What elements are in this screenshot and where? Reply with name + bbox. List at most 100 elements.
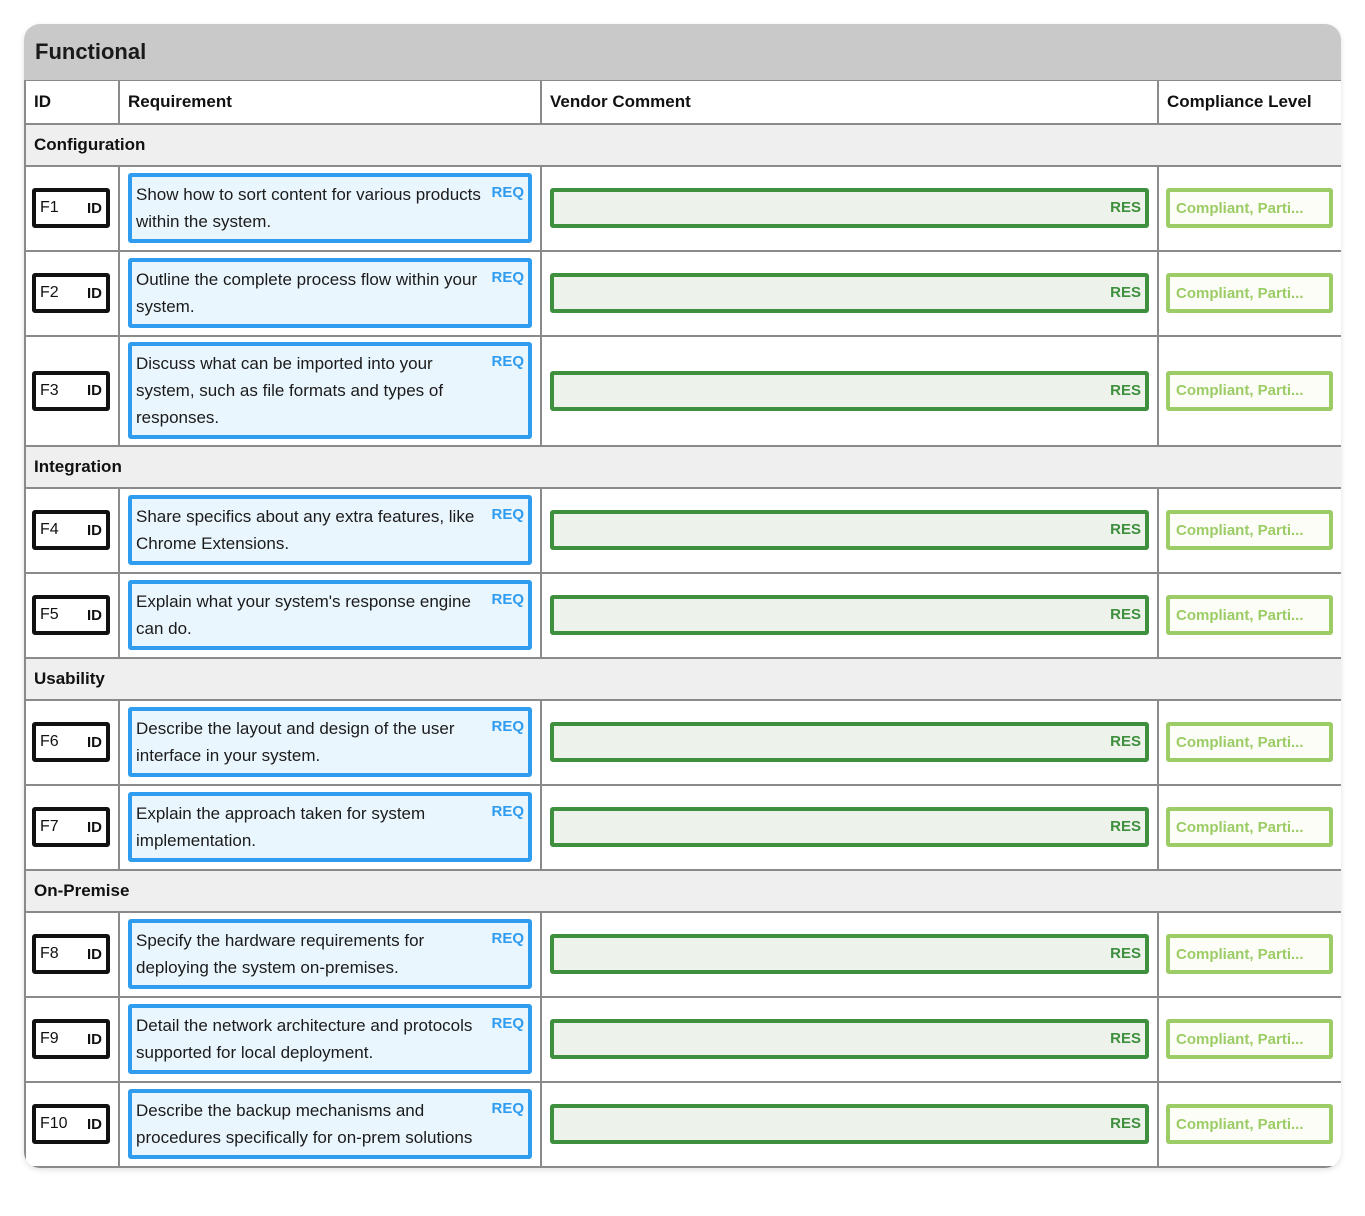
section-title: Usability [24, 656, 1341, 701]
section-title: Configuration [24, 122, 1341, 167]
compliance-level-select[interactable]: Compliant, Parti... [1166, 595, 1333, 635]
vendor-comment-input[interactable]: RES [550, 273, 1149, 313]
requirement-field[interactable]: Discuss what can be imported into your s… [128, 342, 532, 439]
panel-title: Functional [24, 24, 1341, 80]
compliance-level-select[interactable]: Compliant, Parti... [1166, 273, 1333, 313]
req-tag: REQ [491, 1100, 524, 1117]
vendor-comment-cell: RES [540, 698, 1159, 786]
id-field[interactable]: F1 ID [32, 188, 110, 228]
id-field[interactable]: F5 ID [32, 595, 110, 635]
id-field[interactable]: F3 ID [32, 370, 110, 411]
vendor-comment-input[interactable]: RES [550, 370, 1149, 411]
table-row: F4 ID Share specifics about any extra feat… [24, 486, 1341, 574]
req-tag: REQ [491, 1015, 524, 1032]
id-value: F4 [40, 521, 59, 538]
compliance-cell: Compliant, Parti... [1157, 164, 1341, 252]
vendor-comment-input[interactable]: RES [550, 510, 1149, 550]
vendor-comment-cell: RES [540, 334, 1159, 447]
id-tag: ID [87, 733, 102, 751]
req-tag: REQ [491, 506, 524, 523]
id-value: F8 [40, 945, 59, 962]
functional-panel: Functional ID Requirement Vendor Comment… [24, 24, 1341, 1168]
id-cell: F3 ID [24, 334, 120, 447]
table-body: Configuration F1 ID Show how to sort conten… [24, 122, 1341, 1168]
compliance-level-select[interactable]: Compliant, Parti... [1166, 370, 1333, 411]
id-value: F5 [40, 606, 59, 623]
id-tag: ID [87, 284, 102, 302]
requirement-cell: Describe the backup mechanisms and proce… [118, 1080, 542, 1168]
compliance-cell: Compliant, Parti... [1157, 571, 1341, 659]
requirement-cell: Explain the approach taken for system im… [118, 783, 542, 871]
section-row: Configuration [24, 122, 1341, 167]
section-title: Integration [24, 444, 1341, 489]
id-field[interactable]: F6 ID [32, 722, 110, 762]
vendor-comment-input[interactable]: RES [550, 722, 1149, 762]
requirement-text: Explain what your system's response engi… [136, 592, 471, 638]
table-row: F8 ID Specify the hardware requirements fo… [24, 910, 1341, 998]
res-tag: RES [1110, 284, 1141, 301]
compliance-level-select[interactable]: Compliant, Parti... [1166, 510, 1333, 550]
vendor-comment-input[interactable]: RES [550, 934, 1149, 974]
vendor-comment-input[interactable]: RES [550, 595, 1149, 635]
vendor-comment-input[interactable]: RES [550, 188, 1149, 228]
res-tag: RES [1110, 818, 1141, 835]
req-tag: REQ [491, 269, 524, 286]
compliance-cell: Compliant, Parti... [1157, 486, 1341, 574]
id-field[interactable]: F9 ID [32, 1019, 110, 1059]
requirement-cell: Outline the complete process flow within… [118, 249, 542, 337]
id-value: F6 [40, 733, 59, 750]
compliance-cell: Compliant, Parti... [1157, 995, 1341, 1083]
vendor-comment-input[interactable]: RES [550, 1019, 1149, 1059]
id-field[interactable]: F8 ID [32, 934, 110, 974]
compliance-cell: Compliant, Parti... [1157, 783, 1341, 871]
id-field[interactable]: F10 ID [32, 1104, 110, 1144]
res-tag: RES [1110, 945, 1141, 962]
requirements-table: ID Requirement Vendor Comment Compliance… [24, 80, 1341, 1168]
requirement-field[interactable]: Specify the hardware requirements for de… [128, 919, 532, 989]
requirement-field[interactable]: Detail the network architecture and prot… [128, 1004, 532, 1074]
requirement-field[interactable]: Share specifics about any extra features… [128, 495, 532, 565]
compliance-level-select[interactable]: Compliant, Parti... [1166, 934, 1333, 974]
id-cell: F6 ID [24, 698, 120, 786]
id-field[interactable]: F2 ID [32, 273, 110, 313]
requirement-cell: Describe the layout and design of the us… [118, 698, 542, 786]
table-row: F5 ID Explain what your system's response … [24, 571, 1341, 659]
res-tag: RES [1110, 733, 1141, 750]
column-header-requirement: Requirement [118, 80, 542, 125]
requirement-field[interactable]: Show how to sort content for various pro… [128, 173, 532, 243]
requirement-field[interactable]: Describe the layout and design of the us… [128, 707, 532, 777]
requirement-text: Discuss what can be imported into your s… [136, 354, 444, 427]
res-tag: RES [1110, 606, 1141, 623]
id-value: F1 [40, 199, 59, 216]
requirement-field[interactable]: Outline the complete process flow within… [128, 258, 532, 328]
requirement-text: Share specifics about any extra features… [136, 507, 475, 553]
section-title: On-Premise [24, 868, 1341, 913]
compliance-level-select[interactable]: Compliant, Parti... [1166, 807, 1333, 847]
id-tag: ID [87, 606, 102, 624]
compliance-level-select[interactable]: Compliant, Parti... [1166, 188, 1333, 228]
id-cell: F10 ID [24, 1080, 120, 1168]
vendor-comment-cell: RES [540, 910, 1159, 998]
compliance-level-select[interactable]: Compliant, Parti... [1166, 1019, 1333, 1059]
requirement-text: Outline the complete process flow within… [136, 270, 478, 316]
id-value: F9 [40, 1030, 59, 1047]
requirement-text: Describe the layout and design of the us… [136, 719, 455, 765]
requirement-field[interactable]: Explain what your system's response engi… [128, 580, 532, 650]
vendor-comment-input[interactable]: RES [550, 807, 1149, 847]
compliance-level-select[interactable]: Compliant, Parti... [1166, 1104, 1333, 1144]
requirement-field[interactable]: Explain the approach taken for system im… [128, 792, 532, 862]
requirement-field[interactable]: Describe the backup mechanisms and proce… [128, 1089, 532, 1159]
id-field[interactable]: F4 ID [32, 510, 110, 550]
requirement-text: Detail the network architecture and prot… [136, 1016, 473, 1062]
compliance-cell: Compliant, Parti... [1157, 1080, 1341, 1168]
vendor-comment-input[interactable]: RES [550, 1104, 1149, 1144]
id-field[interactable]: F7 ID [32, 807, 110, 847]
compliance-level-select[interactable]: Compliant, Parti... [1166, 722, 1333, 762]
res-tag: RES [1110, 1115, 1141, 1132]
id-cell: F1 ID [24, 164, 120, 252]
vendor-comment-cell: RES [540, 164, 1159, 252]
id-cell: F8 ID [24, 910, 120, 998]
id-tag: ID [87, 1115, 102, 1133]
res-tag: RES [1110, 1030, 1141, 1047]
requirement-text: Specify the hardware requirements for de… [136, 931, 425, 977]
